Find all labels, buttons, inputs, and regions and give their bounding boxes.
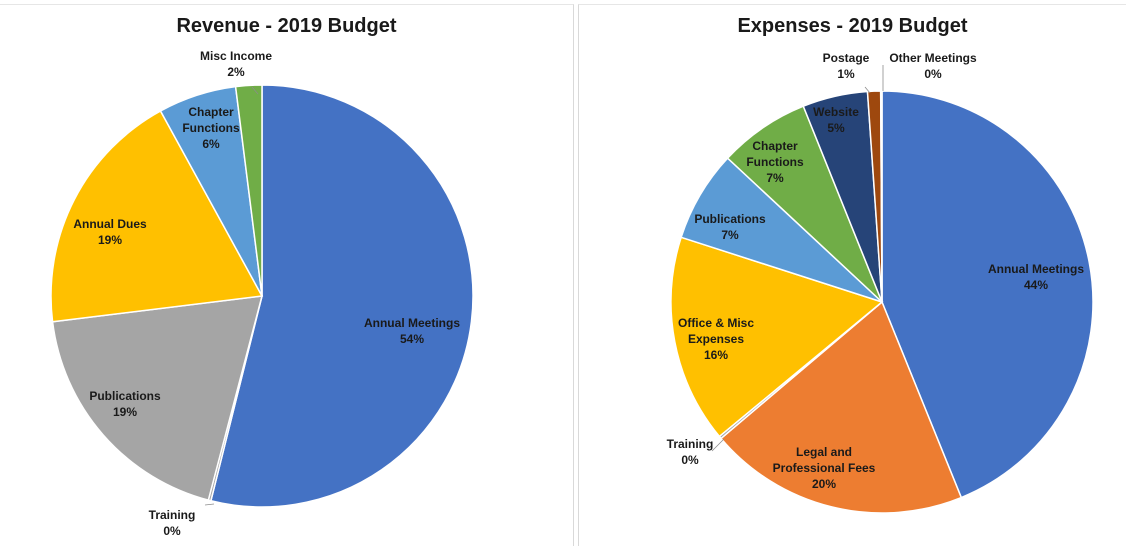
- slice-label-legal-and-professional-fees: Legal and Professional Fees 20%: [773, 445, 876, 491]
- pie-slices: [670, 90, 1094, 514]
- slice-label-office-misc-expenses: Office & Misc Expenses 16%: [678, 316, 754, 362]
- leader-line-postage: [864, 86, 871, 94]
- pie-slice-annual-dues: [50, 109, 264, 323]
- slice-label-annual-dues: Annual Dues 19%: [73, 217, 147, 247]
- leader-line-training: [711, 438, 725, 452]
- pie-slice-annual-meetings: [881, 90, 1094, 499]
- expenses-chart-title: Expenses - 2019 Budget: [737, 15, 968, 37]
- slice-label-annual-meetings: Annual Meetings 44%: [988, 262, 1084, 292]
- pie-slice-publications: [51, 295, 264, 501]
- revenue-pie-chart: Annual Meetings 54% Training 0% Publications…: [50, 49, 474, 538]
- revenue-chart-panel: Revenue - 2019 Budget Annual Meetings 54%…: [0, 4, 574, 546]
- pie-slice-legal-and-professional-fees: [719, 300, 963, 514]
- pie-slice-annual-meetings: [210, 84, 474, 508]
- slice-label-publications: Publications 7%: [694, 212, 766, 242]
- pie-slice-misc-income: [234, 84, 263, 297]
- leader-line-training: [204, 503, 215, 506]
- leader-line-misc-income: [251, 86, 259, 95]
- slice-label-publications: Publications 19%: [89, 389, 161, 419]
- slice-label-other-meetings: Other Meetings 0%: [889, 51, 977, 81]
- slice-label-training: Training 0%: [149, 508, 196, 538]
- revenue-chart-title: Revenue - 2019 Budget: [176, 15, 397, 37]
- pie-slice-other-meetings: [879, 90, 883, 303]
- expenses-pie-chart: Annual Meetings 44% Legal and Professional …: [667, 51, 1094, 514]
- slice-label-postage: Postage 1%: [823, 51, 870, 81]
- expenses-chart-panel: Expenses - 2019 Budget Annual Meetings 44…: [578, 4, 1126, 546]
- slice-label-chapter-functions: Chapter Functions 7%: [746, 139, 804, 185]
- pie-slice-office-misc-expenses: [670, 236, 884, 438]
- pie-slices: [50, 84, 474, 508]
- slice-label-annual-meetings: Annual Meetings 54%: [364, 316, 460, 346]
- slice-label-chapter-functions: Chapter Functions 6%: [182, 105, 240, 151]
- slice-label-misc-income: Misc Income 2%: [200, 49, 272, 79]
- slice-label-website: Website 5%: [813, 105, 859, 135]
- slice-label-training: Training 0%: [667, 437, 714, 467]
